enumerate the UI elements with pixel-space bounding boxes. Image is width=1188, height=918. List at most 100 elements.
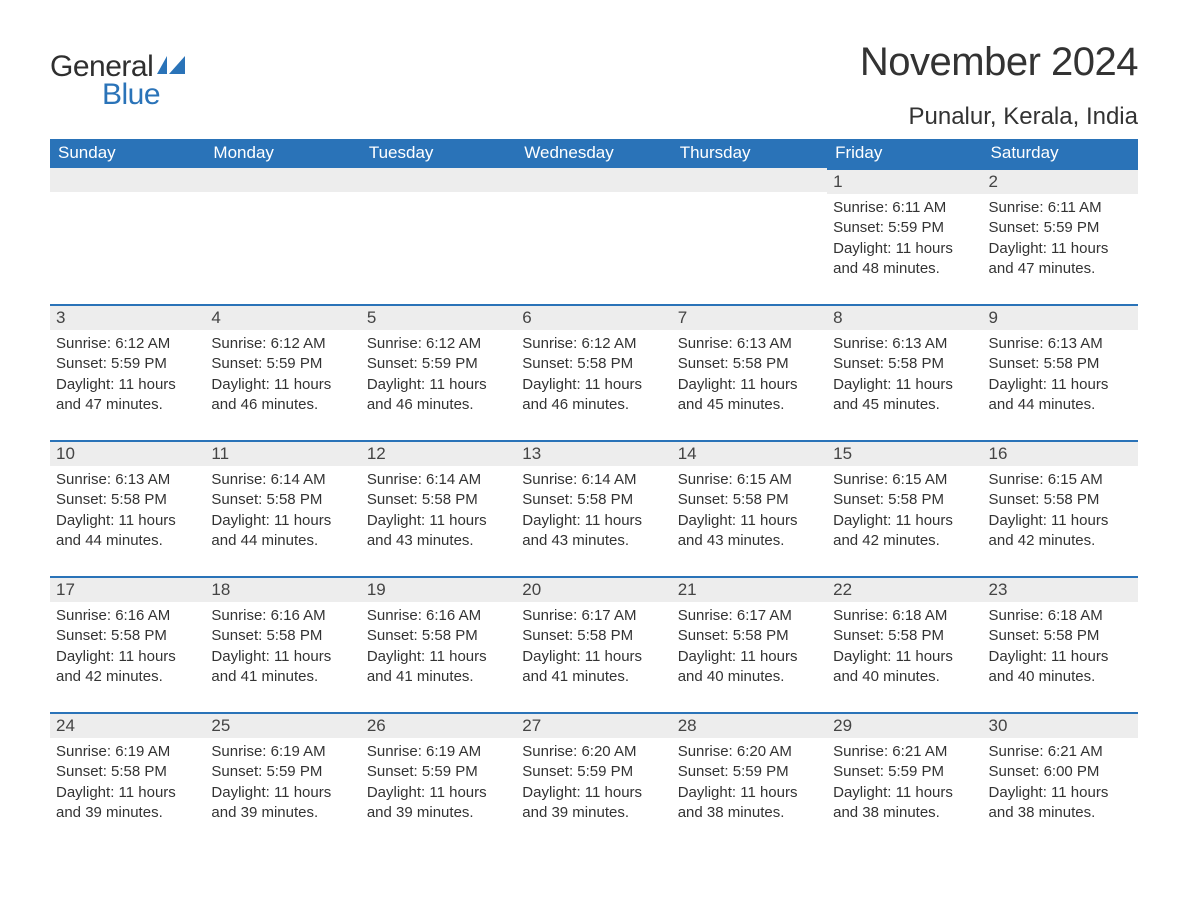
day-details: Sunrise: 6:12 AMSunset: 5:58 PMDaylight:… [516, 330, 671, 421]
calendar-day-cell: 3Sunrise: 6:12 AMSunset: 5:59 PMDaylight… [50, 304, 205, 440]
sunset-text: Sunset: 5:59 PM [367, 762, 510, 782]
day-number [516, 168, 671, 192]
day-details: Sunrise: 6:12 AMSunset: 5:59 PMDaylight:… [361, 330, 516, 421]
sunset-text: Sunset: 5:58 PM [56, 762, 199, 782]
day-details: Sunrise: 6:19 AMSunset: 5:59 PMDaylight:… [205, 738, 360, 829]
calendar-week-row: 3Sunrise: 6:12 AMSunset: 5:59 PMDaylight… [50, 304, 1138, 440]
day-number: 30 [983, 712, 1138, 738]
day-number: 27 [516, 712, 671, 738]
daylight-text: Daylight: 11 hours and 48 minutes. [833, 239, 976, 280]
calendar-week-row: 24Sunrise: 6:19 AMSunset: 5:58 PMDayligh… [50, 712, 1138, 848]
daylight-text: Daylight: 11 hours and 43 minutes. [522, 511, 665, 552]
location-title: Punalur, Kerala, India [860, 103, 1138, 131]
logo: General Blue [50, 50, 187, 112]
sunset-text: Sunset: 5:59 PM [522, 762, 665, 782]
day-details: Sunrise: 6:15 AMSunset: 5:58 PMDaylight:… [983, 466, 1138, 557]
day-number [361, 168, 516, 192]
day-details: Sunrise: 6:16 AMSunset: 5:58 PMDaylight:… [361, 602, 516, 693]
daylight-text: Daylight: 11 hours and 45 minutes. [678, 375, 821, 416]
sunset-text: Sunset: 5:59 PM [56, 354, 199, 374]
day-number: 3 [50, 304, 205, 330]
day-details: Sunrise: 6:13 AMSunset: 5:58 PMDaylight:… [50, 466, 205, 557]
day-details: Sunrise: 6:13 AMSunset: 5:58 PMDaylight:… [672, 330, 827, 421]
sunset-text: Sunset: 5:58 PM [56, 626, 199, 646]
calendar-day-cell [672, 168, 827, 304]
calendar-day-cell [205, 168, 360, 304]
title-block: November 2024 Punalur, Kerala, India [860, 40, 1138, 131]
calendar-day-cell [50, 168, 205, 304]
day-number: 19 [361, 576, 516, 602]
calendar-day-cell: 29Sunrise: 6:21 AMSunset: 5:59 PMDayligh… [827, 712, 982, 848]
day-details: Sunrise: 6:12 AMSunset: 5:59 PMDaylight:… [50, 330, 205, 421]
day-number: 21 [672, 576, 827, 602]
day-details: Sunrise: 6:11 AMSunset: 5:59 PMDaylight:… [827, 194, 982, 285]
day-details: Sunrise: 6:18 AMSunset: 5:58 PMDaylight:… [983, 602, 1138, 693]
sunrise-text: Sunrise: 6:19 AM [367, 742, 510, 762]
sunrise-text: Sunrise: 6:12 AM [211, 334, 354, 354]
day-details: Sunrise: 6:14 AMSunset: 5:58 PMDaylight:… [205, 466, 360, 557]
sunset-text: Sunset: 5:58 PM [211, 490, 354, 510]
sunset-text: Sunset: 5:58 PM [522, 354, 665, 374]
sunset-text: Sunset: 5:59 PM [678, 762, 821, 782]
calendar-day-cell: 13Sunrise: 6:14 AMSunset: 5:58 PMDayligh… [516, 440, 671, 576]
daylight-text: Daylight: 11 hours and 42 minutes. [833, 511, 976, 552]
sunset-text: Sunset: 5:58 PM [678, 626, 821, 646]
weekday-header: Monday [205, 139, 360, 168]
day-details: Sunrise: 6:20 AMSunset: 5:59 PMDaylight:… [672, 738, 827, 829]
calendar-week-row: 10Sunrise: 6:13 AMSunset: 5:58 PMDayligh… [50, 440, 1138, 576]
daylight-text: Daylight: 11 hours and 38 minutes. [989, 783, 1132, 824]
daylight-text: Daylight: 11 hours and 46 minutes. [211, 375, 354, 416]
sunrise-text: Sunrise: 6:19 AM [211, 742, 354, 762]
sunset-text: Sunset: 5:59 PM [833, 218, 976, 238]
daylight-text: Daylight: 11 hours and 38 minutes. [678, 783, 821, 824]
logo-shape-icon [157, 56, 187, 76]
day-details: Sunrise: 6:14 AMSunset: 5:58 PMDaylight:… [516, 466, 671, 557]
daylight-text: Daylight: 11 hours and 40 minutes. [678, 647, 821, 688]
daylight-text: Daylight: 11 hours and 47 minutes. [56, 375, 199, 416]
calendar-day-cell: 1Sunrise: 6:11 AMSunset: 5:59 PMDaylight… [827, 168, 982, 304]
calendar-day-cell: 7Sunrise: 6:13 AMSunset: 5:58 PMDaylight… [672, 304, 827, 440]
day-number [205, 168, 360, 192]
sunrise-text: Sunrise: 6:21 AM [833, 742, 976, 762]
weekday-header: Wednesday [516, 139, 671, 168]
sunrise-text: Sunrise: 6:21 AM [989, 742, 1132, 762]
calendar-day-cell [516, 168, 671, 304]
calendar-day-cell: 21Sunrise: 6:17 AMSunset: 5:58 PMDayligh… [672, 576, 827, 712]
sunset-text: Sunset: 5:58 PM [989, 354, 1132, 374]
daylight-text: Daylight: 11 hours and 44 minutes. [56, 511, 199, 552]
weekday-header: Saturday [983, 139, 1138, 168]
sunrise-text: Sunrise: 6:15 AM [989, 470, 1132, 490]
sunrise-text: Sunrise: 6:20 AM [678, 742, 821, 762]
calendar-day-cell: 24Sunrise: 6:19 AMSunset: 5:58 PMDayligh… [50, 712, 205, 848]
day-details: Sunrise: 6:17 AMSunset: 5:58 PMDaylight:… [672, 602, 827, 693]
sunrise-text: Sunrise: 6:13 AM [56, 470, 199, 490]
day-details: Sunrise: 6:15 AMSunset: 5:58 PMDaylight:… [827, 466, 982, 557]
sunset-text: Sunset: 5:58 PM [522, 490, 665, 510]
day-details: Sunrise: 6:20 AMSunset: 5:59 PMDaylight:… [516, 738, 671, 829]
day-number: 29 [827, 712, 982, 738]
day-number: 22 [827, 576, 982, 602]
sunrise-text: Sunrise: 6:16 AM [211, 606, 354, 626]
sunset-text: Sunset: 5:58 PM [989, 490, 1132, 510]
calendar-day-cell: 12Sunrise: 6:14 AMSunset: 5:58 PMDayligh… [361, 440, 516, 576]
day-details: Sunrise: 6:12 AMSunset: 5:59 PMDaylight:… [205, 330, 360, 421]
sunrise-text: Sunrise: 6:17 AM [522, 606, 665, 626]
sunrise-text: Sunrise: 6:17 AM [678, 606, 821, 626]
day-number: 10 [50, 440, 205, 466]
day-details: Sunrise: 6:11 AMSunset: 5:59 PMDaylight:… [983, 194, 1138, 285]
day-number: 12 [361, 440, 516, 466]
sunset-text: Sunset: 5:58 PM [678, 490, 821, 510]
day-number: 4 [205, 304, 360, 330]
daylight-text: Daylight: 11 hours and 46 minutes. [367, 375, 510, 416]
calendar-day-cell: 9Sunrise: 6:13 AMSunset: 5:58 PMDaylight… [983, 304, 1138, 440]
calendar-day-cell: 26Sunrise: 6:19 AMSunset: 5:59 PMDayligh… [361, 712, 516, 848]
calendar-day-cell: 17Sunrise: 6:16 AMSunset: 5:58 PMDayligh… [50, 576, 205, 712]
calendar-day-cell: 8Sunrise: 6:13 AMSunset: 5:58 PMDaylight… [827, 304, 982, 440]
calendar-body: 1Sunrise: 6:11 AMSunset: 5:59 PMDaylight… [50, 168, 1138, 848]
sunset-text: Sunset: 5:58 PM [833, 354, 976, 374]
daylight-text: Daylight: 11 hours and 40 minutes. [989, 647, 1132, 688]
day-details: Sunrise: 6:19 AMSunset: 5:59 PMDaylight:… [361, 738, 516, 829]
day-details: Sunrise: 6:14 AMSunset: 5:58 PMDaylight:… [361, 466, 516, 557]
day-number: 25 [205, 712, 360, 738]
sunrise-text: Sunrise: 6:20 AM [522, 742, 665, 762]
